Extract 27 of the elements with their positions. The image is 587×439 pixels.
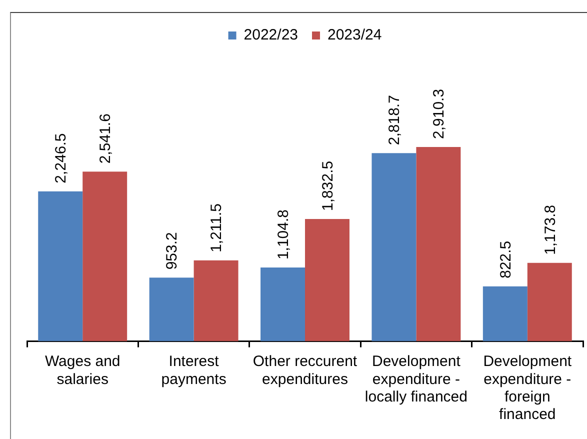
data-label: 1,832.5 [319, 160, 336, 211]
bar [305, 218, 350, 342]
bar [149, 278, 194, 342]
data-label: 2,541.6 [96, 114, 114, 164]
data-label: 2,910.3 [430, 88, 448, 139]
bar [260, 268, 305, 342]
data-label: 1,211.5 [208, 203, 226, 252]
legend-label: 2022/23 [244, 26, 298, 44]
x-tick-label: Interest payments [161, 353, 226, 388]
bar [482, 286, 528, 342]
x-tick-label: Development expenditure - foreign financed [483, 353, 572, 423]
data-label: 1,104.8 [274, 209, 292, 260]
legend-label: 2023/24 [328, 26, 382, 44]
bar [527, 262, 572, 342]
bar [82, 172, 128, 342]
bar [372, 153, 416, 342]
data-label: 2,246.5 [52, 133, 70, 184]
x-tick-label: Other reccurent expenditures [252, 353, 358, 388]
x-tick-label: Development expenditure - locally financed [364, 353, 468, 406]
x-tick-label: Wages and salaries [44, 353, 120, 388]
bar [38, 191, 83, 342]
data-label: 822.5 [497, 240, 514, 278]
data-label: 953.2 [164, 232, 181, 270]
data-label: 2,818.7 [386, 95, 404, 146]
data-label: 1,173.8 [542, 204, 559, 255]
bar [194, 260, 238, 342]
bar [416, 147, 461, 342]
